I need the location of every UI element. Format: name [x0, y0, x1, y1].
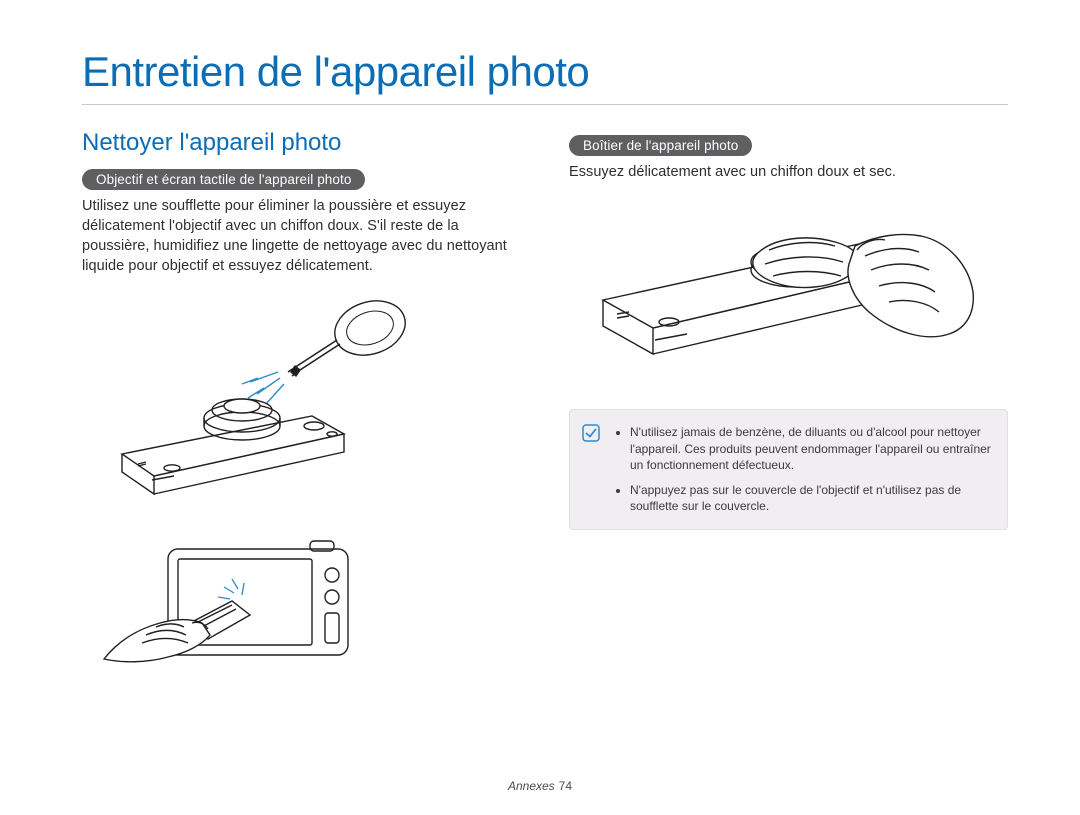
- note-box: N'utilisez jamais de benzène, de diluant…: [569, 409, 1008, 530]
- note-item: N'utilisez jamais de benzène, de diluant…: [630, 424, 993, 474]
- title-rule: [82, 104, 1008, 105]
- page-number: 74: [559, 779, 572, 793]
- section-title: Nettoyer l'appareil photo: [82, 129, 521, 157]
- page-footer: Annexes 74: [0, 779, 1080, 793]
- body-body: Essuyez délicatement avec un chiffon dou…: [569, 162, 1008, 182]
- note-item: N'appuyez pas sur le couvercle de l'obje…: [630, 482, 993, 515]
- footer-label: Annexes: [508, 779, 555, 793]
- hand-body-illustration: [569, 192, 1008, 387]
- lens-screen-pill: Objectif et écran tactile de l'appareil …: [82, 169, 365, 190]
- page-title: Entretien de l'appareil photo: [82, 48, 1008, 96]
- body-pill: Boîtier de l'appareil photo: [569, 135, 752, 156]
- right-column: Boîtier de l'appareil photo Essuyez déli…: [569, 129, 1008, 678]
- note-icon: [582, 424, 600, 442]
- lens-screen-body: Utilisez une soufflette pour éliminer la…: [82, 196, 521, 276]
- columns: Nettoyer l'appareil photo Objectif et éc…: [82, 129, 1008, 678]
- note-list: N'utilisez jamais de benzène, de diluant…: [616, 424, 993, 515]
- manual-page: Entretien de l'appareil photo Nettoyer l…: [0, 0, 1080, 815]
- hand-screen-illustration: [82, 523, 521, 678]
- blower-lens-illustration: [82, 286, 521, 501]
- left-column: Nettoyer l'appareil photo Objectif et éc…: [82, 129, 521, 678]
